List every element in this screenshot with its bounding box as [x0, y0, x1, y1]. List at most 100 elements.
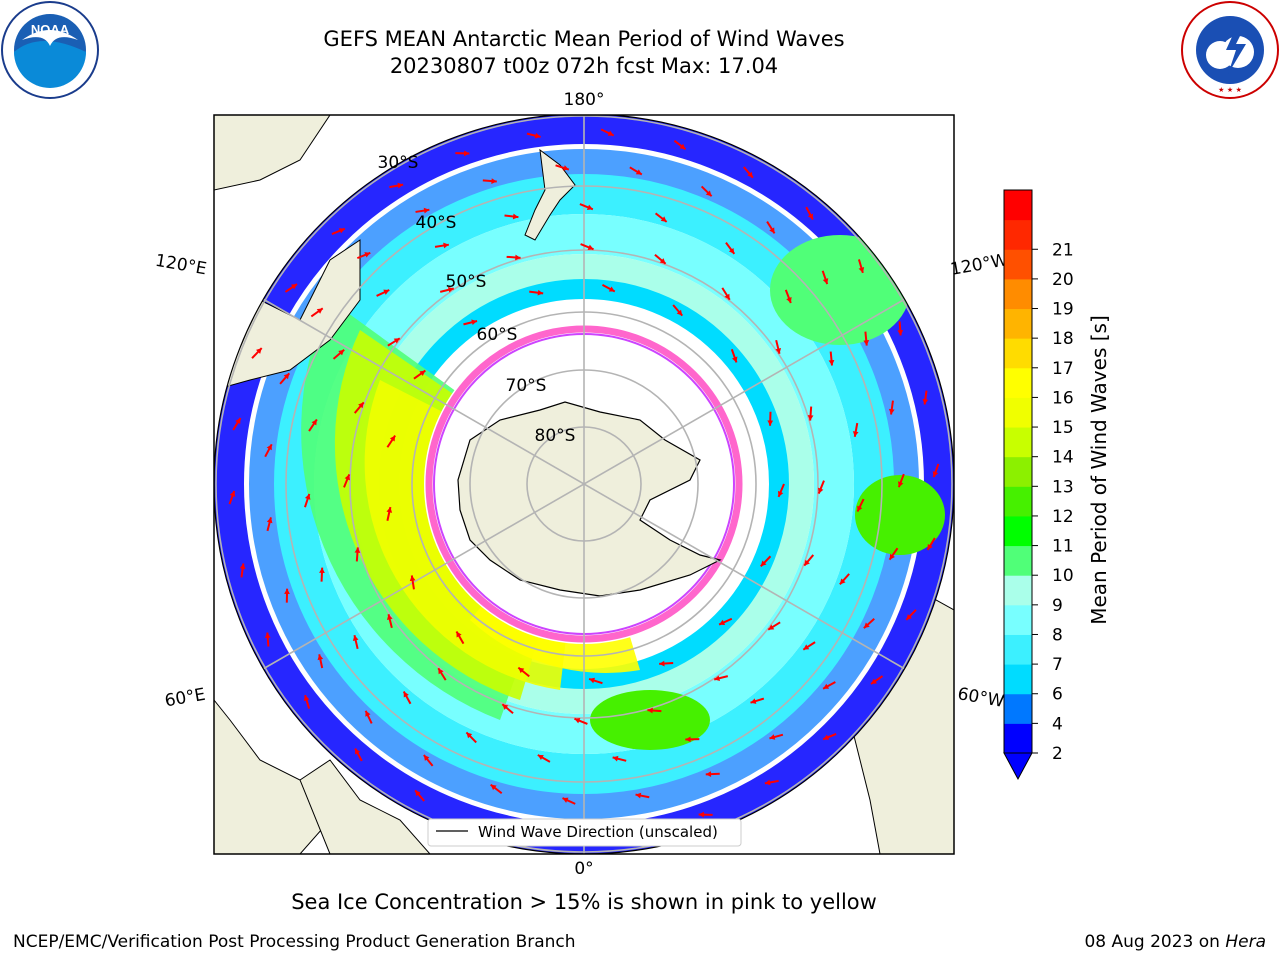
wave-arrow-head: [659, 258, 666, 264]
colorbar-segment: [1004, 693, 1032, 724]
colorbar-segment: [1004, 219, 1032, 250]
colorbar-tick-label: 2: [1052, 744, 1063, 764]
colorbar-tick-label: 11: [1052, 537, 1074, 557]
wave-arrow-head: [562, 797, 569, 803]
wave-arrow-head: [777, 490, 784, 497]
lat-label-70s: 70°S: [506, 376, 547, 396]
colorbar-segment: [1004, 278, 1032, 310]
wave-arrow-head: [365, 710, 371, 717]
wave-arrow-head: [863, 340, 870, 346]
wave-arrow-head: [490, 784, 497, 791]
wave-arrow-head: [419, 370, 426, 377]
wave-arrow-head: [319, 567, 325, 574]
wave-arrow-head: [828, 359, 835, 366]
wave-arrow-head: [863, 622, 870, 629]
wave-arrow-head: [685, 736, 691, 743]
wave-arrow-head: [303, 695, 310, 702]
wave-arrow-head: [764, 779, 771, 786]
wave-arrow-head: [676, 309, 683, 316]
chart-title: GEFS MEAN Antarctic Mean Period of Wind …: [323, 27, 845, 51]
wave-arrow-head: [852, 431, 859, 437]
colorbar-tick-label: 13: [1052, 477, 1074, 497]
wave-arrow-head: [659, 660, 665, 667]
wave-arrow-head: [698, 811, 704, 818]
colorbar-tick-label: 10: [1052, 566, 1074, 586]
wave-arrow-head: [438, 668, 444, 675]
colorbar-tick-label: 12: [1052, 507, 1074, 527]
wave-arrow-head: [491, 178, 497, 184]
wave-arrow-head: [389, 435, 396, 442]
colorbar-tick-label: 7: [1052, 655, 1063, 675]
footer-machine: Hera: [1225, 932, 1266, 952]
wave-arrow-head: [255, 348, 262, 354]
wave-arrow-head: [534, 132, 541, 139]
colorbar-segment: [1004, 190, 1032, 221]
wave-arrow-head: [235, 418, 241, 425]
colorbar-tick-label: 8: [1052, 625, 1063, 645]
wave-arrow-head: [857, 505, 863, 512]
wave-arrow-head: [512, 213, 519, 220]
wave-arrow-head: [932, 471, 939, 478]
wave-arrow-head: [612, 755, 619, 762]
wave-direction-arrows: [228, 128, 940, 840]
wave-arrow-head: [719, 619, 726, 626]
wave-arrow-head: [679, 143, 686, 150]
chart-subtitle: 20230807 t00z 072h fcst Max: 17.04: [389, 54, 779, 78]
wave-arrow-head: [403, 691, 409, 698]
wave-arrow-head: [589, 677, 596, 684]
wave-arrow-head: [415, 790, 421, 797]
wave-arrow-head: [304, 493, 311, 500]
colorbar-segment: [1004, 397, 1032, 428]
colorbar-segment: [1004, 338, 1032, 369]
graticule: [215, 115, 953, 854]
lon-label-60w: 60°W: [956, 684, 1006, 712]
wave-arrow-head: [906, 614, 913, 620]
colorbar-tick-label: 14: [1052, 448, 1074, 468]
wave-arrow-head: [291, 284, 298, 290]
wave-arrow-head: [608, 286, 615, 292]
wave-arrow-head: [804, 559, 810, 566]
colorbar-tick-label: 9: [1052, 596, 1063, 616]
wave-arrow-head: [769, 734, 776, 740]
wave-arrow-head: [922, 398, 929, 405]
footer-credit: NCEP/EMC/Verification Post Processing Pr…: [13, 932, 576, 952]
colorbar-segment: [1004, 427, 1032, 458]
wave-arrow-head: [502, 704, 509, 710]
wave-arrow-head: [858, 266, 865, 273]
wave-arrow-head: [870, 678, 877, 684]
wave-arrow-head: [239, 563, 246, 570]
lon-label-60e: 60°E: [163, 685, 207, 712]
map-frame: [213, 114, 955, 855]
wave-arrow-head: [397, 182, 404, 189]
wave-arrow-head: [747, 171, 753, 178]
map-legend: Wind Wave Direction (unscaled): [427, 818, 742, 847]
wave-arrow-head: [423, 207, 430, 214]
colorbar-tick-label: 4: [1052, 714, 1063, 734]
lon-label-0: 0°: [574, 859, 593, 879]
wave-arrow-head: [714, 675, 721, 682]
wave-arrow-head: [586, 204, 593, 210]
wave-arrow-head: [768, 624, 775, 630]
colorbar-segment: [1004, 545, 1032, 576]
lat-label-30s: 30°S: [378, 153, 419, 173]
wave-arrow-head: [635, 169, 642, 175]
colorbar-tick-label: 21: [1052, 240, 1074, 260]
wave-arrow-head: [705, 190, 712, 197]
colorbar-tick-label: 18: [1052, 329, 1074, 349]
wave-arrow-head: [354, 547, 361, 553]
colorbar-tick-label: 16: [1052, 388, 1074, 408]
wave-arrow-head: [724, 293, 730, 300]
wave-arrow-head: [562, 165, 569, 171]
lat-label-40s: 40°S: [416, 213, 457, 233]
wave-arrow-head: [283, 373, 290, 380]
colorbar-segment: [1004, 249, 1032, 280]
lat-label-60s: 60°S: [477, 325, 518, 345]
wave-arrow-head: [338, 349, 345, 356]
colorbar-segment: [1004, 308, 1032, 339]
wave-arrow-head: [266, 517, 273, 524]
ice-caption: Sea Ice Concentration > 15% is shown in …: [291, 890, 877, 914]
lon-label-180: 180°: [564, 90, 605, 110]
wave-arrow-head: [471, 319, 478, 326]
wave-arrow-head: [888, 408, 895, 415]
